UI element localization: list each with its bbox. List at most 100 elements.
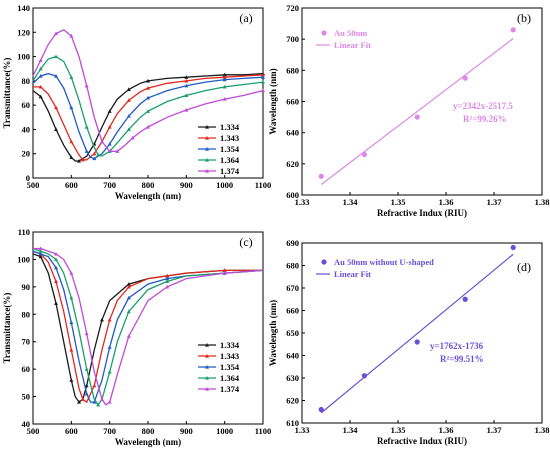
legend-label: 1.354 <box>220 144 240 154</box>
data-marker <box>165 279 170 283</box>
legend-label: 1.364 <box>220 373 240 383</box>
legend-entry-1: 1.343 <box>198 351 239 361</box>
legend-label: 1.374 <box>220 166 240 176</box>
data-marker <box>184 75 189 79</box>
data-marker <box>84 383 89 388</box>
panel-label: (b) <box>517 11 531 25</box>
legend-marker <box>205 354 209 358</box>
x-tick-label: 1.33 <box>295 425 310 435</box>
y-tick-label: 670 <box>286 283 299 293</box>
data-point <box>414 339 420 345</box>
x-tick-label: 700 <box>103 180 116 190</box>
data-marker <box>126 334 131 338</box>
y-tick-label: 640 <box>286 351 299 361</box>
legend-label: Au 50nm <box>334 28 367 38</box>
data-marker <box>100 397 104 401</box>
legend-label: 1.374 <box>220 384 240 394</box>
legend-marker <box>205 365 209 369</box>
y-axis-title: Transmittance(%) <box>2 58 12 129</box>
data-marker <box>261 88 265 93</box>
data-marker <box>100 139 104 144</box>
x-tick-label: 1100 <box>255 426 272 436</box>
legend-label: 1.354 <box>220 362 240 372</box>
x-axis-title: Refractive Indux (RIU) <box>377 208 467 218</box>
y-tick-label: 660 <box>286 97 299 107</box>
data-marker <box>261 72 265 77</box>
chart-panel-d: 1.33 1.34 1.35 1.36 1.37 1.38 610 620 630 640 650 6… <box>268 238 549 446</box>
legend-marker <box>321 30 327 36</box>
y-axis-title: Wavelength (nm) <box>268 68 278 134</box>
data-marker <box>38 74 43 78</box>
fit-line <box>320 38 514 185</box>
data-marker <box>100 317 104 322</box>
legend-fit-label: Linear Fit <box>334 40 371 50</box>
x-tick-label: 600 <box>65 426 78 436</box>
panel-label: (a) <box>239 11 252 25</box>
data-marker <box>92 151 97 156</box>
data-marker <box>69 75 74 79</box>
data-point <box>414 114 420 120</box>
x-tick-label: 1.36 <box>439 197 454 207</box>
legend-marker <box>205 376 209 380</box>
legend-marker <box>205 387 209 391</box>
data-point <box>361 373 367 379</box>
y-tick-label: 620 <box>286 396 299 406</box>
legend-entry-0: 1.334 <box>198 122 240 132</box>
fit-r-squared: R²=99.51% <box>440 354 484 364</box>
y-tick-label: 700 <box>286 34 299 44</box>
x-tick-label: 1.34 <box>343 197 359 207</box>
chart-panel-a: 500 600 700 800 900 1000 1100 0 20 40 60 80 100 120 14… <box>2 3 271 201</box>
data-marker <box>146 125 150 129</box>
x-axis-title: Wavelength (nm) <box>115 191 181 201</box>
y-tick-label: 100 <box>17 254 30 264</box>
data-marker <box>84 83 89 88</box>
x-tick-label: 800 <box>142 180 155 190</box>
data-marker <box>69 105 74 110</box>
data-marker <box>77 159 81 163</box>
series-1.334 <box>32 71 265 163</box>
series-line <box>33 74 264 161</box>
data-marker <box>222 84 227 89</box>
data-marker <box>38 58 43 62</box>
data-marker <box>107 369 112 374</box>
data-marker <box>184 83 189 88</box>
y-tick-label: 610 <box>286 418 299 428</box>
y-tick-label: 680 <box>286 261 299 271</box>
data-marker <box>146 95 150 100</box>
series-1.364 <box>32 54 265 157</box>
x-axis-title: Wavelength (nm) <box>115 437 181 447</box>
chart-panel-c: 500 600 700 800 900 1000 1100 40 50 60 70 80 90 100 11… <box>2 227 271 447</box>
x-tick-label: 600 <box>65 180 78 190</box>
x-tick-label: 1.36 <box>439 425 454 435</box>
legend-entry-1: 1.343 <box>198 133 239 143</box>
data-marker <box>130 135 135 140</box>
data-marker <box>84 367 89 371</box>
fit-line <box>320 253 514 414</box>
data-marker <box>165 273 170 278</box>
data-point <box>318 406 324 413</box>
y-tick-label: 650 <box>286 328 299 338</box>
data-marker <box>69 320 74 325</box>
y-tick-label: 140 <box>17 3 30 13</box>
legend-entry-3: 1.364 <box>198 155 240 165</box>
x-tick-label: 1.35 <box>391 197 406 207</box>
y-tick-label: 640 <box>286 128 299 138</box>
data-marker <box>222 77 227 82</box>
legend-label: 1.343 <box>220 133 239 143</box>
y-tick-label: 660 <box>286 306 299 316</box>
legend-label: 1.364 <box>220 155 240 165</box>
series-line <box>32 55 264 157</box>
data-marker <box>54 31 58 36</box>
data-marker <box>126 127 131 132</box>
data-marker <box>126 282 131 286</box>
x-tick-label: 1.38 <box>535 425 550 435</box>
data-marker <box>107 125 112 129</box>
data-marker <box>126 98 131 102</box>
series-line <box>32 72 264 162</box>
data-marker <box>146 109 150 113</box>
data-marker <box>38 94 43 99</box>
data-marker <box>126 295 131 300</box>
y-tick-label: 60 <box>22 364 31 374</box>
legend-entry-3: 1.364 <box>198 373 240 383</box>
